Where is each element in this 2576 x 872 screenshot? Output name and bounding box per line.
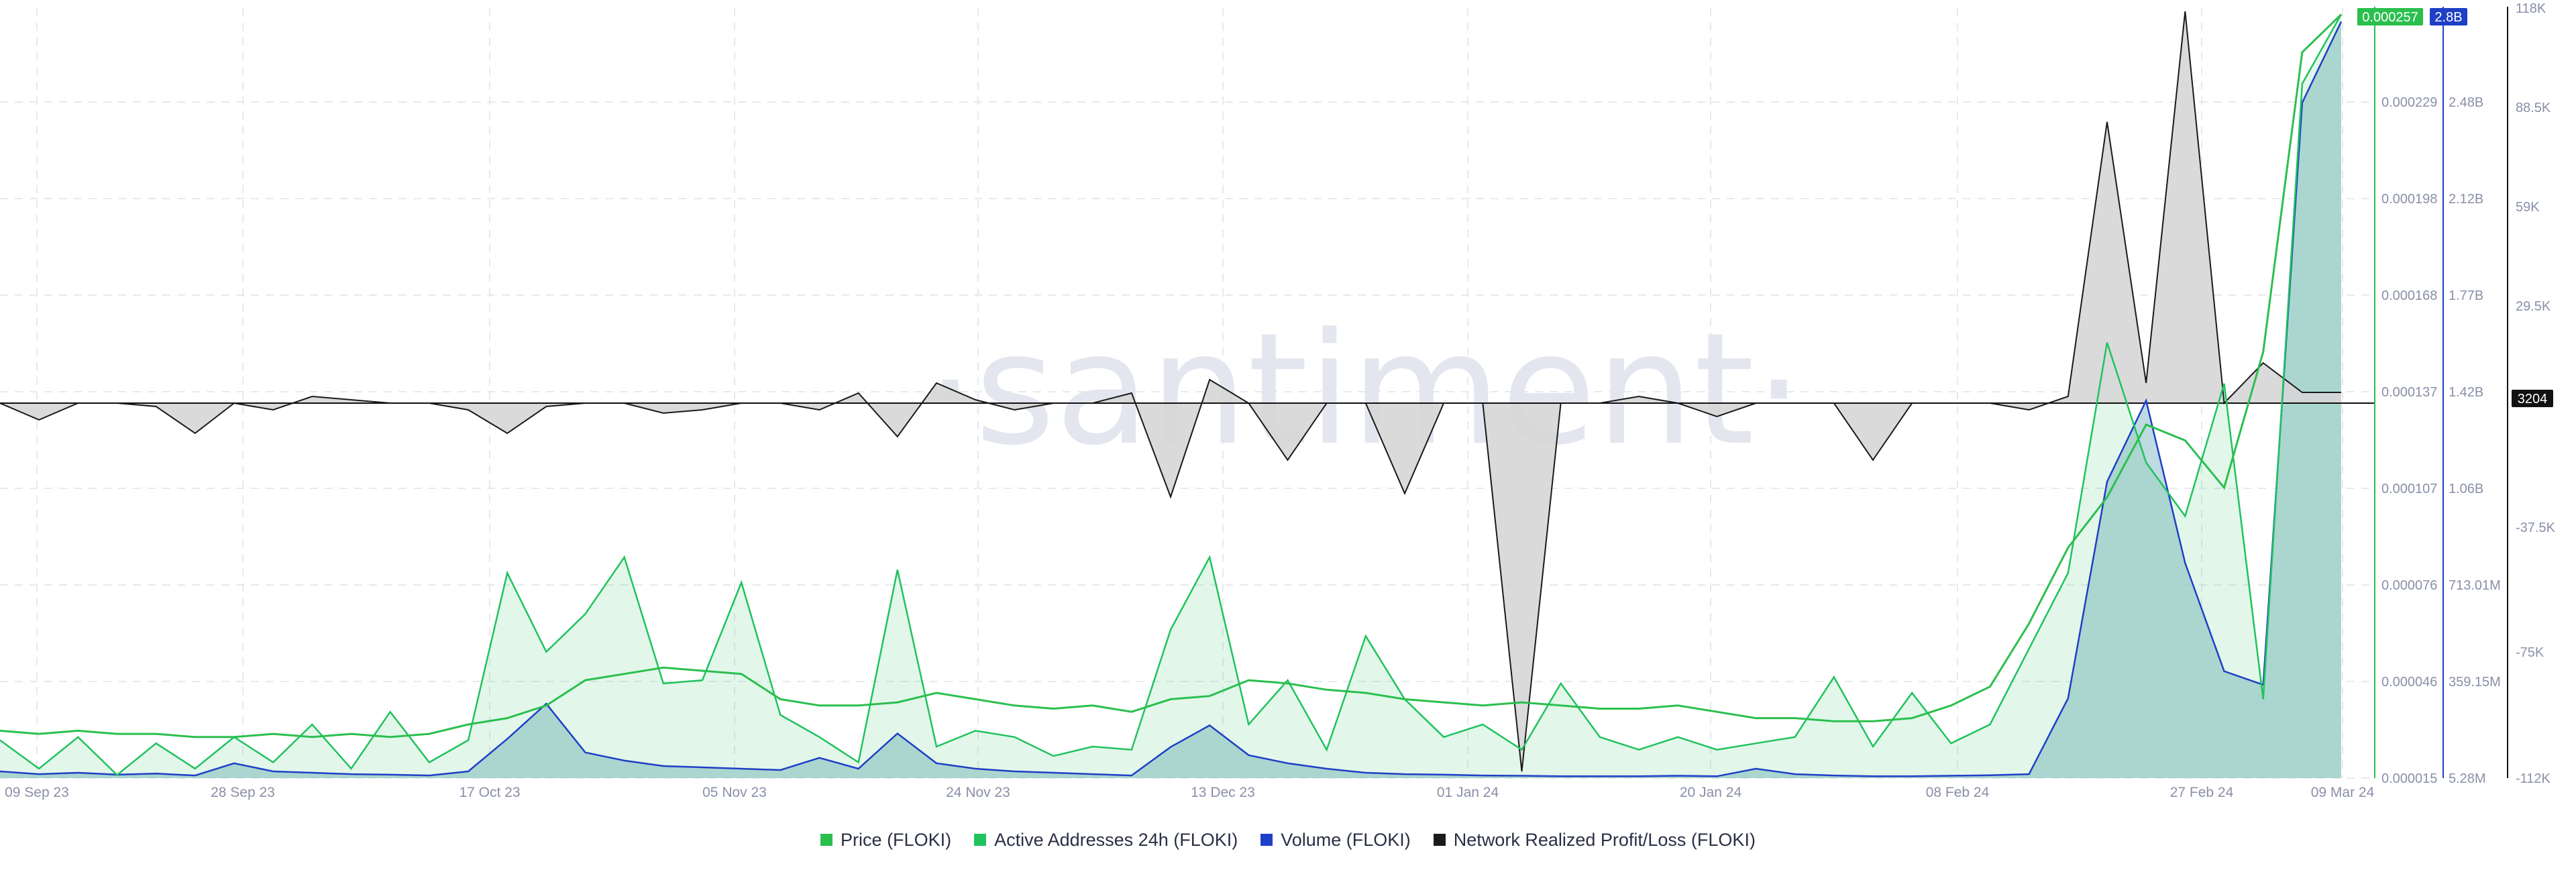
price-tick-label: 0.000107: [2381, 482, 2437, 496]
price-tick-label: 0.000046: [2381, 675, 2437, 690]
x-tick-label: 05 Nov 23: [702, 785, 767, 800]
legend-item-price[interactable]: Price (FLOKI): [820, 830, 951, 851]
current-value-badges: 0.000257 2.8B 3204: [2357, 8, 2553, 407]
legend-swatch-nrpl: [1433, 834, 1446, 846]
legend-label-active-addresses: Active Addresses 24h (FLOKI): [994, 829, 1238, 850]
x-tick-label: 09 Sep 23: [5, 785, 69, 800]
legend-label-nrpl: Network Realized Profit/Loss (FLOKI): [1453, 829, 1756, 850]
legend-label-price: Price (FLOKI): [841, 829, 952, 850]
x-axis: 09 Sep 23 28 Sep 23 17 Oct 23 05 Nov 23 24 N…: [5, 785, 2374, 800]
legend-swatch-volume: [1260, 834, 1273, 846]
x-tick-label: 27 Feb 24: [2170, 785, 2234, 800]
volume-tick-label: 713.01M: [2449, 578, 2501, 593]
price-tick-label: 0.000229: [2381, 95, 2437, 110]
legend: Price (FLOKI) Active Addresses 24h (FLOK…: [0, 826, 2576, 853]
price-tick-label: 0.000076: [2381, 578, 2437, 593]
volume-tick-label: 2.12B: [2449, 192, 2483, 207]
volume-area: [0, 21, 2341, 779]
nrpl-tick-label: 88.5K: [2516, 101, 2551, 115]
volume-line: [0, 21, 2343, 777]
x-tick-label: 17 Oct 23: [459, 785, 520, 800]
price-badge-bg: [2357, 8, 2423, 25]
legend-label-volume: Volume (FLOKI): [1281, 829, 1411, 850]
volume-tick-label: 1.42B: [2449, 385, 2483, 400]
nrpl-tick-label: 59K: [2516, 200, 2540, 215]
watermark: ·santiment·: [926, 301, 1803, 480]
nrpl-tick-label: -75K: [2516, 645, 2544, 660]
x-tick-label: 01 Jan 24: [1437, 785, 1499, 800]
volume-badge-bg: [2430, 8, 2467, 25]
active-addresses-area: [0, 14, 2341, 778]
x-tick-label: 20 Jan 24: [1680, 785, 1742, 800]
price-tick-label: 0.000168: [2381, 288, 2437, 303]
nrpl-badge-label: 3204: [2518, 392, 2548, 406]
nrpl-tick-label: 118K: [2516, 1, 2546, 16]
price-tick-label: 0.000198: [2381, 192, 2437, 207]
price-axis: 0.000015 0.000046 0.000076 0.000107 0.000137…: [2381, 95, 2437, 786]
price-tick-label: 0.000137: [2381, 385, 2437, 400]
volume-badge-label: 2.8B: [2434, 10, 2462, 25]
volume-axis: 5.28M 359.15M 713.01M 1.06B 1.42B 1.77B 2.12B 2…: [2449, 95, 2501, 786]
nrpl-badge-bg: [2512, 389, 2553, 407]
active-addresses-line: [0, 13, 2343, 776]
x-tick-label: 24 Nov 23: [946, 785, 1010, 800]
chart-canvas: ·santiment· 09 Sep 23 28 Sep 23 17 Oct 23 0…: [0, 1, 2556, 800]
legend-swatch-active-addresses: [974, 834, 987, 846]
volume-tick-label: 5.28M: [2449, 771, 2486, 786]
legend-item-volume[interactable]: Volume (FLOKI): [1260, 830, 1411, 851]
x-tick-label: 28 Sep 23: [211, 785, 275, 800]
price-line: [0, 13, 2343, 739]
axes: [2374, 7, 2508, 778]
nrpl-tick-label: -37.5K: [2516, 521, 2556, 535]
x-tick-label: 13 Dec 23: [1191, 785, 1255, 800]
volume-tick-label: 1.77B: [2449, 288, 2483, 303]
legend-item-active-addresses[interactable]: Active Addresses 24h (FLOKI): [974, 830, 1238, 851]
nrpl-tick-label: 29.5K: [2516, 299, 2551, 314]
price-tick-label: 0.000015: [2381, 771, 2437, 786]
volume-tick-label: 2.48B: [2449, 95, 2483, 110]
volume-tick-label: 1.06B: [2449, 482, 2483, 496]
grid: [0, 8, 2375, 779]
x-tick-label: 08 Feb 24: [1926, 785, 1990, 800]
x-tick-label: 09 Mar 24: [2311, 785, 2375, 800]
volume-tick-label: 359.15M: [2449, 675, 2501, 690]
nrpl-tick-label: -112K: [2516, 771, 2551, 786]
plot-area[interactable]: [0, 11, 2375, 779]
price-badge-label: 0.000257: [2362, 10, 2418, 25]
legend-swatch-price: [820, 834, 833, 846]
legend-item-nrpl[interactable]: Network Realized Profit/Loss (FLOKI): [1433, 829, 1756, 851]
